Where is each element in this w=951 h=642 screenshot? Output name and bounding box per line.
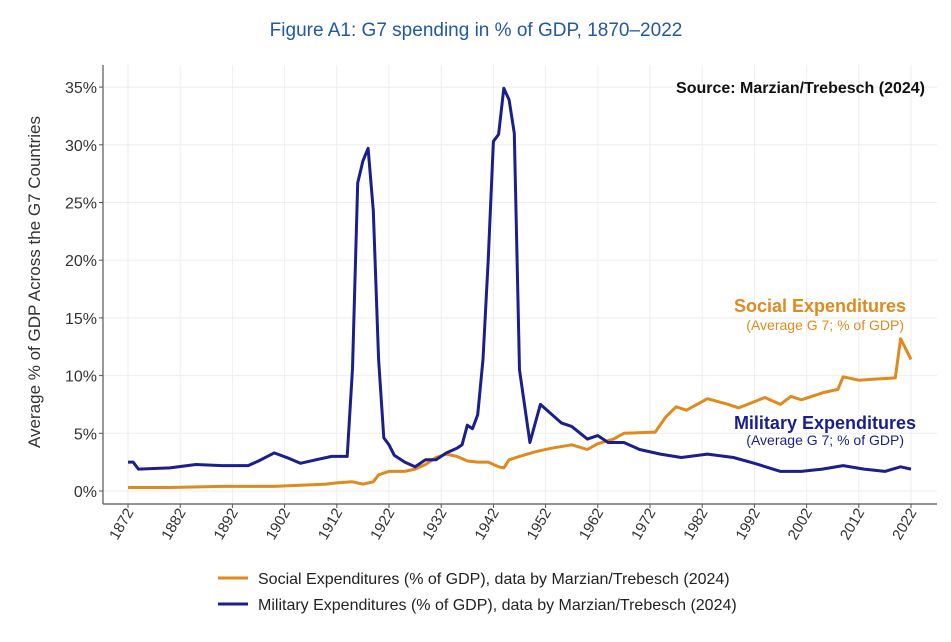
military-annotation-sub: (Average G 7; % of GDP) [746, 432, 904, 448]
x-tick-label: 1982 [680, 506, 711, 543]
axes [102, 65, 937, 505]
x-tick-label: 1952 [524, 506, 555, 543]
y-tick-label: 0% [74, 484, 97, 501]
y-axis-label: Average % of GDP Across the G7 Countries [25, 116, 44, 448]
legend: Social Expenditures (% of GDP), data by … [218, 571, 737, 614]
social-annotation-title: Social Expenditures [734, 296, 906, 316]
grid [104, 65, 937, 503]
x-tick-label: 2002 [785, 506, 816, 543]
y-tick-label: 25% [65, 196, 97, 213]
series-lines [128, 86, 913, 489]
x-tick-label: 1992 [732, 506, 763, 543]
military-annotation-title: Military Expenditures [734, 413, 916, 433]
y-tick-label: 15% [65, 311, 97, 328]
x-tick-label: 1922 [367, 506, 398, 543]
source-label: Source: Marzian/Trebesch (2024) [676, 80, 925, 97]
x-tick-label: 1892 [210, 506, 241, 543]
social-expenditures-line [128, 337, 913, 489]
y-tick-label: 10% [65, 369, 97, 386]
x-tick-label: 1902 [263, 506, 294, 543]
social-annotation-sub: (Average G 7; % of GDP) [746, 317, 904, 333]
x-tick-label: 2012 [837, 506, 868, 543]
x-tick-label: 1932 [419, 506, 450, 543]
y-tick-label: 30% [65, 138, 97, 155]
y-tick-label: 5% [74, 426, 97, 443]
y-tick-label: 35% [65, 80, 97, 97]
y-tick-label: 20% [65, 253, 97, 270]
legend-label: Social Expenditures (% of GDP), data by … [258, 571, 730, 588]
x-tick-label: 1942 [471, 506, 502, 543]
chart-title: Figure A1: G7 spending in % of GDP, 1870… [270, 20, 683, 41]
x-tick-label: 1882 [158, 506, 189, 543]
military-expenditures-line [128, 86, 912, 473]
x-tick-label: 1912 [315, 506, 346, 543]
legend-label: Military Expenditures (% of GDP), data b… [258, 597, 737, 614]
x-tick-label: 2022 [889, 506, 920, 543]
x-tick-label: 1962 [576, 506, 607, 543]
y-ticks: 0% 5% 10% 15% 20% 25% 30% 35% [65, 80, 103, 501]
x-tick-label: 1972 [628, 506, 659, 543]
x-ticks: 1872 1882 1892 1902 1912 1922 1932 1942 1952 1962… [106, 504, 920, 543]
x-tick-label: 1872 [106, 506, 137, 543]
